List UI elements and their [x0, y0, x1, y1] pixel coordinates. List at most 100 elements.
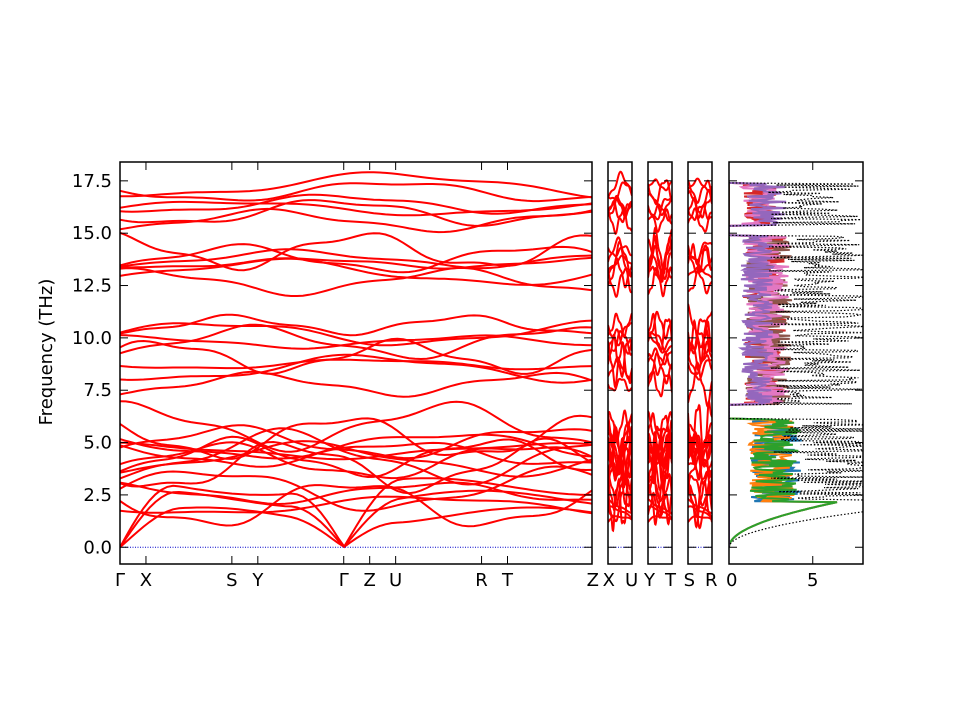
q-point-label: S	[226, 570, 237, 591]
q-point-label: S	[684, 570, 695, 591]
band-line	[608, 170, 632, 198]
dos-projected-curve	[729, 181, 787, 548]
q-point-label: Γ	[115, 570, 125, 591]
q-point-label: T	[501, 570, 514, 591]
band-line	[688, 479, 712, 529]
q-point-label: Z	[364, 570, 376, 591]
band-line	[688, 515, 712, 523]
q-point-label: Z	[587, 570, 599, 591]
band-line	[120, 243, 592, 274]
band-line	[648, 446, 672, 486]
band-line	[688, 481, 712, 530]
bands-yt-panel	[648, 178, 672, 548]
band-line	[120, 199, 592, 227]
y-axis-label: Frequency (THz)	[36, 279, 57, 426]
band-line	[608, 322, 632, 347]
band-line	[120, 334, 592, 350]
band-line	[648, 332, 672, 354]
y-tick-label: 0.0	[83, 537, 112, 558]
band-line	[120, 200, 592, 217]
band-line	[608, 328, 632, 355]
band-line	[688, 269, 712, 295]
band-line	[120, 171, 592, 199]
band-line	[608, 418, 632, 476]
bands-main-panel	[120, 171, 592, 549]
band-line	[120, 441, 592, 468]
dos-total-curve	[729, 181, 863, 548]
band-line	[120, 337, 592, 375]
bands-sr-panel	[688, 177, 712, 548]
band-line	[120, 256, 592, 270]
tick-labels: 0.02.55.07.510.012.515.017.5Γ X S Y Γ Z U R T Z X U…	[72, 171, 819, 591]
q-point-label: X	[140, 570, 152, 591]
band-line	[688, 204, 712, 222]
band-line	[120, 319, 592, 347]
band-line	[688, 505, 712, 520]
band-line	[608, 254, 632, 271]
panel-frame-dos	[728, 161, 864, 565]
band-line	[120, 506, 592, 549]
band-line	[688, 452, 712, 479]
band-line	[648, 178, 672, 192]
band-line	[648, 203, 672, 222]
band-line	[688, 331, 712, 355]
y-tick-label: 2.5	[83, 485, 112, 506]
band-line	[608, 333, 632, 379]
dos-projected-curve	[729, 181, 793, 548]
panel-frame-sr	[687, 161, 713, 565]
band-line	[120, 477, 592, 549]
q-point-label: Y	[643, 570, 656, 591]
panel-frames	[119, 161, 864, 565]
q-point-label: R	[475, 570, 488, 591]
band-line	[120, 495, 592, 515]
band-line	[120, 182, 592, 203]
band-line	[608, 312, 632, 339]
band-line	[120, 424, 592, 460]
band-line	[648, 352, 672, 377]
q-point-label: Γ	[339, 570, 349, 591]
band-line	[120, 437, 592, 495]
band-line	[608, 477, 632, 533]
band-line	[608, 194, 632, 213]
band-line	[120, 484, 592, 528]
band-line	[688, 432, 712, 460]
band-line	[120, 358, 592, 371]
band-line	[120, 257, 592, 286]
band-line	[688, 318, 712, 352]
band-line	[120, 370, 592, 398]
band-line	[648, 480, 672, 526]
y-tick-label: 7.5	[83, 380, 112, 401]
q-point-label: U	[625, 570, 638, 591]
band-line	[648, 266, 672, 298]
band-line	[608, 356, 632, 380]
band-line	[120, 400, 592, 453]
q-point-label: Y	[251, 570, 264, 591]
band-line	[688, 242, 712, 273]
panel-frame-main	[119, 161, 593, 565]
y-tick-label: 12.5	[72, 276, 112, 297]
q-point-label: X	[603, 570, 615, 591]
band-line	[648, 347, 672, 366]
q-point-label: T	[664, 570, 677, 591]
y-tick-label: 17.5	[72, 171, 112, 192]
band-structure-lines	[120, 170, 712, 549]
band-line	[688, 177, 712, 193]
band-line	[120, 441, 592, 461]
dos-x-tick-label: 5	[807, 570, 818, 591]
panel-frame-yt	[647, 161, 673, 565]
band-line	[120, 193, 592, 215]
q-point-label: R	[705, 570, 718, 591]
band-line	[120, 433, 592, 460]
tick-marks	[119, 162, 863, 564]
dos-projected-curve	[729, 181, 838, 548]
y-tick-label: 10.0	[72, 328, 112, 349]
band-line	[120, 465, 592, 512]
band-line	[688, 244, 712, 275]
band-line	[648, 370, 672, 398]
band-line	[120, 481, 592, 506]
bands-xu-panel	[608, 170, 632, 548]
band-line	[120, 353, 592, 384]
band-line	[648, 234, 672, 284]
band-line	[648, 312, 672, 352]
